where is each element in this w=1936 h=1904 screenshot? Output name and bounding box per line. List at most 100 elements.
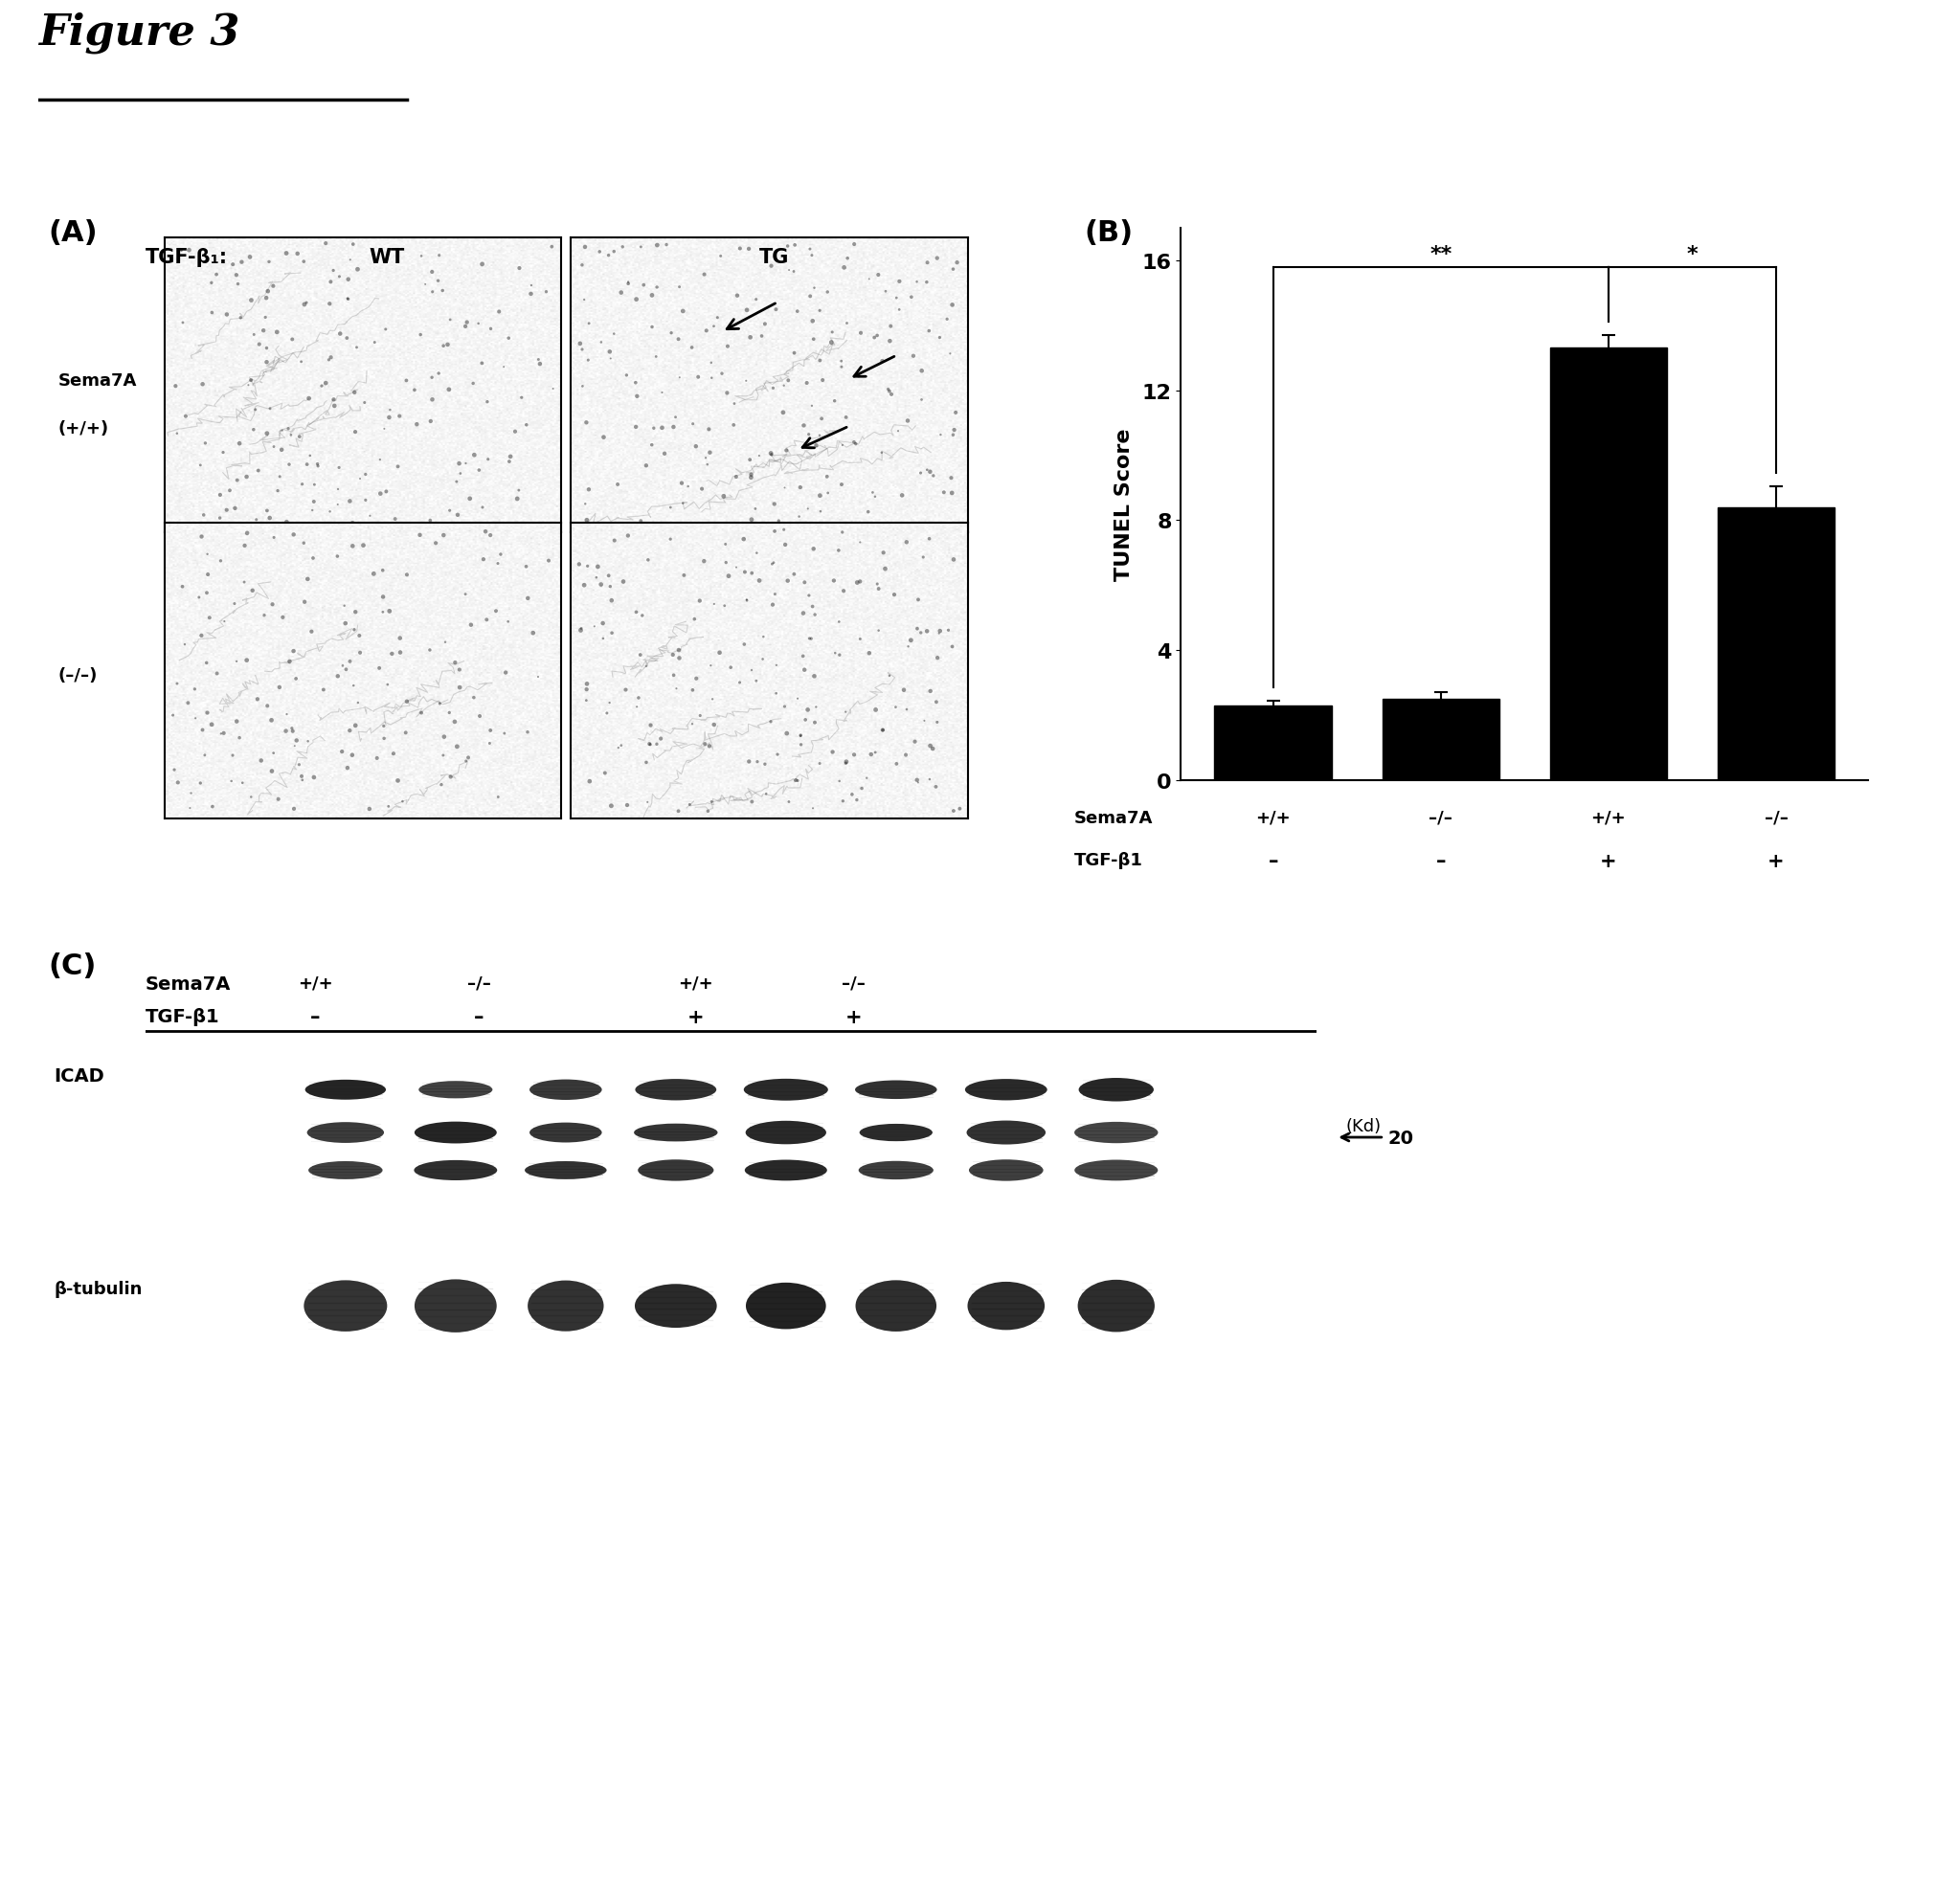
- Point: [757, 440, 788, 470]
- Point: [743, 442, 774, 472]
- Point: [925, 617, 956, 647]
- Point: [285, 750, 316, 781]
- Text: –: –: [310, 1007, 319, 1026]
- Bar: [1717, 508, 1835, 781]
- Point: [290, 288, 321, 318]
- Point: [831, 697, 862, 727]
- Point: [718, 411, 749, 442]
- Point: [792, 695, 823, 725]
- Point: [176, 779, 207, 809]
- Point: [230, 463, 261, 493]
- Point: [455, 611, 486, 642]
- Point: [205, 546, 236, 577]
- Point: [802, 693, 832, 724]
- Point: [503, 253, 534, 284]
- Ellipse shape: [860, 1123, 933, 1142]
- Point: [672, 472, 703, 503]
- Point: [902, 767, 933, 798]
- Point: [441, 731, 472, 762]
- Point: [341, 598, 372, 628]
- Text: Figure 3: Figure 3: [39, 11, 240, 53]
- Point: [252, 276, 283, 307]
- Point: [780, 765, 811, 796]
- Point: [256, 706, 287, 737]
- Point: [602, 733, 633, 764]
- Point: [451, 308, 482, 339]
- Point: [438, 510, 469, 541]
- Ellipse shape: [856, 1081, 937, 1099]
- Point: [873, 661, 904, 691]
- Point: [196, 268, 227, 299]
- Text: –/–: –/–: [1764, 809, 1789, 826]
- Point: [896, 626, 927, 657]
- Point: [771, 529, 802, 560]
- Point: [327, 651, 358, 682]
- Point: [374, 596, 405, 626]
- Point: [625, 640, 656, 670]
- Point: [869, 554, 900, 585]
- Point: [292, 727, 323, 758]
- Point: [348, 388, 379, 419]
- Point: [281, 725, 312, 756]
- Point: [279, 520, 310, 550]
- Point: [439, 647, 470, 678]
- Point: [186, 522, 217, 552]
- Point: [875, 326, 906, 356]
- Point: [831, 404, 862, 434]
- Point: [639, 413, 670, 444]
- Point: [362, 743, 393, 773]
- Point: [867, 716, 898, 746]
- Point: [517, 619, 548, 649]
- Point: [474, 314, 505, 345]
- Point: [287, 765, 318, 796]
- Point: [283, 240, 314, 270]
- Point: [486, 539, 517, 569]
- Point: [567, 335, 598, 366]
- Point: [345, 638, 376, 668]
- Point: [585, 569, 616, 600]
- Point: [563, 550, 594, 581]
- Point: [720, 463, 751, 493]
- Point: [455, 484, 486, 514]
- Point: [571, 407, 602, 438]
- Point: [364, 480, 395, 510]
- Point: [273, 449, 304, 480]
- Text: (–/–): (–/–): [58, 666, 97, 685]
- Point: [530, 278, 561, 308]
- Point: [383, 402, 414, 432]
- Ellipse shape: [414, 1279, 498, 1333]
- Point: [567, 251, 598, 282]
- Ellipse shape: [745, 1283, 827, 1329]
- Point: [523, 663, 554, 693]
- Point: [257, 272, 288, 303]
- Text: TGF-β₁:: TGF-β₁:: [145, 248, 228, 267]
- Point: [693, 796, 724, 826]
- Point: [887, 480, 918, 510]
- Point: [205, 503, 236, 533]
- Point: [333, 284, 364, 314]
- Point: [405, 320, 436, 350]
- Point: [385, 623, 416, 653]
- Point: [585, 238, 616, 268]
- Point: [664, 644, 695, 674]
- Point: [538, 375, 569, 406]
- Point: [569, 232, 600, 263]
- Point: [747, 623, 778, 653]
- Point: [368, 724, 399, 754]
- Point: [687, 474, 718, 505]
- Ellipse shape: [968, 1281, 1045, 1331]
- Point: [211, 495, 242, 526]
- Point: [881, 748, 912, 779]
- Point: [674, 790, 705, 821]
- Point: [724, 668, 755, 699]
- Point: [939, 545, 970, 575]
- Point: [769, 472, 800, 503]
- Point: [761, 651, 792, 682]
- Point: [424, 358, 455, 388]
- Ellipse shape: [1078, 1279, 1154, 1333]
- Point: [621, 381, 652, 411]
- Point: [763, 741, 794, 771]
- Point: [424, 242, 455, 272]
- Point: [335, 246, 366, 276]
- Point: [691, 316, 722, 347]
